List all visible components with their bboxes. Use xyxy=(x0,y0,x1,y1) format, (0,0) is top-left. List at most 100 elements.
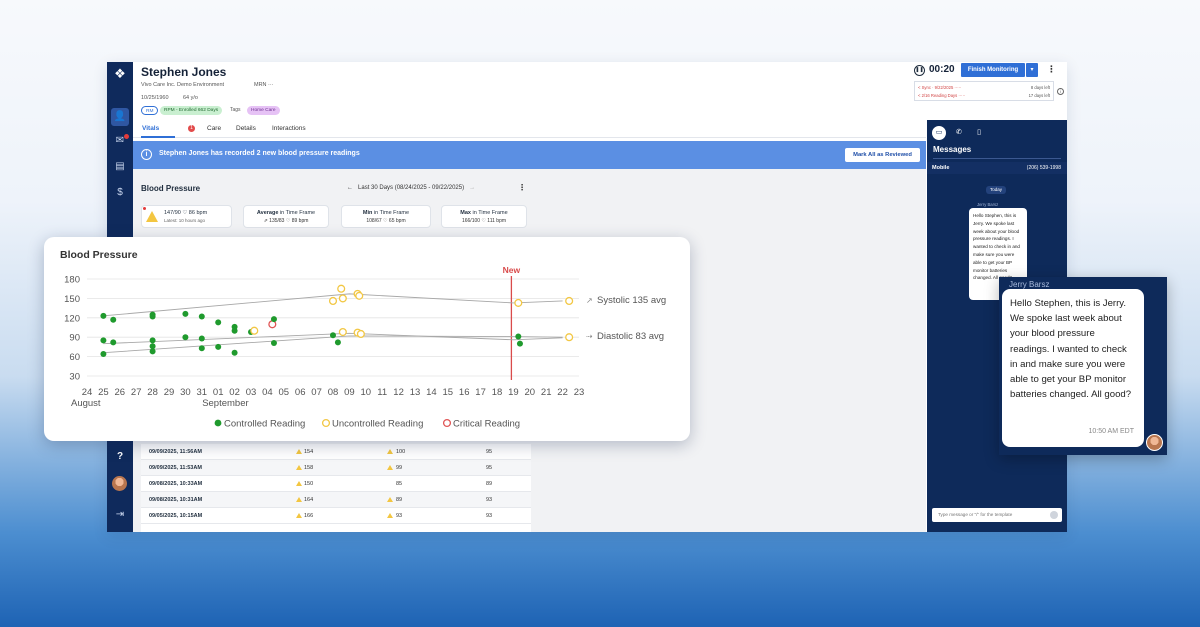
inbox-icon[interactable]: ✉ xyxy=(111,132,129,150)
mobile-number-row[interactable]: Mobile (206) 539-1998 xyxy=(927,162,1067,174)
systolic-point xyxy=(338,294,347,303)
x-tick-label: 20 xyxy=(525,387,536,398)
user-avatar[interactable] xyxy=(112,476,127,491)
range-more-icon[interactable]: ⋮ xyxy=(518,183,526,192)
warning-icon xyxy=(387,465,393,470)
y-tick-label: 30 xyxy=(69,372,80,383)
min-card: Min in Time Frame 108/67 ♡ 65 bpm xyxy=(341,205,431,228)
systolic-value: 154 xyxy=(304,449,314,455)
diastolic-point xyxy=(515,333,522,340)
patients-icon[interactable]: 👤 xyxy=(111,108,129,126)
table-row[interactable]: 09/09/2025, 11:53AM 158 99 95 xyxy=(141,460,531,476)
heart-rate-value: 93 xyxy=(486,513,493,519)
pause-icon[interactable]: ❚❚ xyxy=(914,65,925,76)
systolic-point xyxy=(328,296,338,306)
chart-title: Blood Pressure xyxy=(60,249,138,261)
systolic-value: 164 xyxy=(304,497,314,503)
systolic-point xyxy=(110,316,117,323)
legend-swatch xyxy=(442,418,452,428)
legend-swatch xyxy=(214,419,222,427)
info-icon: i xyxy=(141,149,152,160)
message-sender: Jerry Barsz xyxy=(977,202,999,207)
x-tick-label: 11 xyxy=(377,387,387,398)
table-row[interactable]: 09/05/2025, 10:15AM 166 93 93 xyxy=(141,508,531,524)
tab-vitals[interactable]: Vitals xyxy=(142,125,160,132)
reading-date: 09/05/2025, 10:15AM xyxy=(149,513,203,519)
tag-pill[interactable]: Home Care xyxy=(247,106,280,115)
systolic-avg-label: Systolic 135 avg xyxy=(597,295,666,306)
diastolic-point xyxy=(182,334,189,341)
finish-monitoring-button[interactable]: Finish Monitoring xyxy=(961,63,1025,77)
diastolic-point xyxy=(149,348,156,355)
logout-icon[interactable]: ⇥ xyxy=(115,509,125,520)
systolic-point xyxy=(149,313,156,320)
warning-icon xyxy=(296,513,302,518)
prev-range-icon[interactable]: ← xyxy=(347,185,353,191)
today-divider: Today xyxy=(986,186,1007,194)
x-tick-label: 03 xyxy=(246,387,257,398)
inbox-badge xyxy=(124,134,129,139)
clipboard-icon[interactable]: ▤ xyxy=(115,161,125,172)
help-icon[interactable]: ? xyxy=(116,451,124,462)
y-tick-label: 90 xyxy=(69,333,80,344)
x-tick-label: 30 xyxy=(180,387,191,398)
diastolic-point xyxy=(565,333,574,342)
tab-interactions[interactable]: Interactions xyxy=(272,125,306,132)
x-tick-label: 23 xyxy=(574,387,585,398)
message-input[interactable] xyxy=(938,512,1048,517)
tab-details[interactable]: Details xyxy=(236,125,256,132)
warning-icon xyxy=(296,449,302,454)
blood-pressure-chart: 30 60 90 120 150 180 24 25 26 27 28 29 30 31 01 02 03 04 0… xyxy=(64,265,666,430)
mark-all-reviewed-button[interactable]: Mark All as Reviewed xyxy=(845,148,920,162)
diastolic-point xyxy=(215,343,222,350)
banner-text: Stephen Jones has recorded 2 new blood p… xyxy=(159,150,360,157)
diastolic-point xyxy=(338,327,347,337)
message-input-box[interactable] xyxy=(932,508,1062,522)
table-row[interactable]: 09/08/2025, 10:33AM 150 85 89 xyxy=(141,476,531,492)
x-tick-label: 13 xyxy=(410,387,421,398)
x-tick-label: 21 xyxy=(541,387,552,398)
next-range-icon[interactable]: → xyxy=(469,185,476,191)
tab-care[interactable]: Care xyxy=(207,125,222,132)
chat-icon[interactable]: ▭ xyxy=(932,126,946,140)
diastolic-point xyxy=(149,337,156,344)
month-label: September xyxy=(202,398,248,409)
reading-date: 09/08/2025, 10:33AM xyxy=(149,481,203,487)
diastolic-point xyxy=(270,340,277,347)
date-range-selector[interactable]: ← Last 30 Days (08/24/2025 - 09/22/2025)… xyxy=(347,185,475,191)
legend-label: Critical Reading xyxy=(453,419,520,430)
message-zoom-callout: Jerry Barsz Hello Stephen, this is Jerry… xyxy=(999,277,1167,455)
diastolic-value: 100 xyxy=(396,449,406,455)
logo-icon: ❖ xyxy=(114,66,126,81)
latest-reading-card[interactable]: 147/90 ♡ 86 bpm Latest: 10 hours ago xyxy=(141,205,232,228)
finish-dropdown-icon[interactable]: ▾ xyxy=(1026,63,1038,77)
latest-reading-time: Latest: 10 hours ago xyxy=(164,218,206,223)
sync-info-icon[interactable]: i xyxy=(1057,88,1064,95)
patient-dob: 10/25/1960 xyxy=(141,95,169,101)
systolic-point xyxy=(565,296,574,306)
month-label: August xyxy=(71,398,101,409)
phone-icon[interactable]: ✆ xyxy=(956,129,962,136)
billing-icon[interactable]: $ xyxy=(117,187,123,198)
sender-avatar xyxy=(1146,434,1163,451)
enrolled-pill: RPM - Enrolled 662 Days xyxy=(160,106,223,115)
program-pill: RM xyxy=(141,106,159,115)
vitals-alert-badge: 1 xyxy=(188,125,195,132)
date-range-label: Last 30 Days (08/24/2025 - 09/22/2025) xyxy=(358,185,465,191)
warning-icon xyxy=(387,497,393,502)
systolic-point xyxy=(514,298,523,307)
document-icon[interactable]: ▯ xyxy=(977,129,981,136)
sync-row-1-days: 8 days left xyxy=(1030,85,1050,90)
diastolic-value: 89 xyxy=(396,497,403,503)
y-tick-label: 120 xyxy=(64,313,80,324)
x-tick-label: 19 xyxy=(508,387,519,398)
new-readings-banner: i Stephen Jones has recorded 2 new blood… xyxy=(133,141,926,169)
header-more-icon[interactable]: ⋮ xyxy=(1047,64,1056,74)
heart-rate-value: 95 xyxy=(486,449,493,455)
diastolic-point xyxy=(198,345,205,352)
table-row[interactable]: 09/09/2025, 11:56AM 154 100 95 xyxy=(141,444,531,460)
table-row[interactable]: 09/08/2025, 10:31AM 164 89 93 xyxy=(141,492,531,508)
y-tick-label: 180 xyxy=(64,275,80,286)
send-icon[interactable] xyxy=(1050,511,1058,519)
sync-status: < Sync · 9/22/2025 ····· 8 days left < 2… xyxy=(914,81,1054,101)
